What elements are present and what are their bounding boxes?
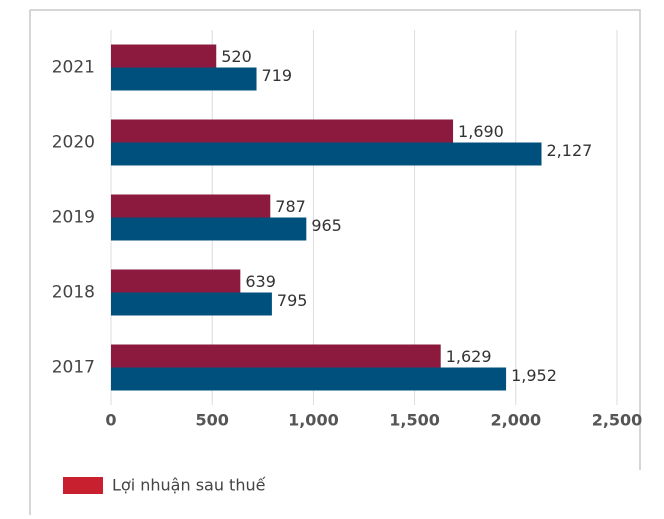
value-label: 1,690 [458, 122, 504, 141]
frame [29, 9, 641, 515]
x-tick-label: 0 [105, 411, 116, 430]
value-label: 1,952 [511, 366, 557, 385]
x-tick-label: 2,500 [592, 411, 643, 430]
bar [111, 142, 542, 166]
value-label: 965 [311, 216, 342, 235]
x-tick-label: 1,500 [389, 411, 440, 430]
bar [111, 292, 272, 316]
y-tick-label: 2021 [52, 58, 95, 78]
x-tick-label: 500 [195, 411, 228, 430]
y-tick-label: 2018 [52, 283, 95, 303]
x-tick-label: 2,000 [490, 411, 541, 430]
y-tick-label: 2020 [52, 133, 95, 153]
bar [111, 119, 454, 143]
y-tick-label: 2017 [52, 358, 95, 378]
bar [111, 194, 271, 218]
value-label: 520 [221, 47, 252, 66]
value-label: 1,629 [446, 347, 492, 366]
value-label: 795 [277, 291, 308, 310]
bar [111, 67, 257, 91]
value-label: 719 [262, 66, 293, 85]
bar [111, 344, 441, 368]
bar [111, 44, 217, 68]
value-label: 2,127 [547, 141, 593, 160]
value-label: 639 [245, 272, 276, 291]
y-tick-label: 2019 [52, 208, 95, 228]
bar [111, 367, 507, 391]
x-tick-label: 1,000 [288, 411, 339, 430]
legend-swatch [63, 477, 103, 494]
bar [111, 269, 241, 293]
legend-label: Lợi nhuận sau thuế [112, 476, 266, 495]
bar [111, 217, 307, 241]
value-label: 787 [275, 197, 306, 216]
